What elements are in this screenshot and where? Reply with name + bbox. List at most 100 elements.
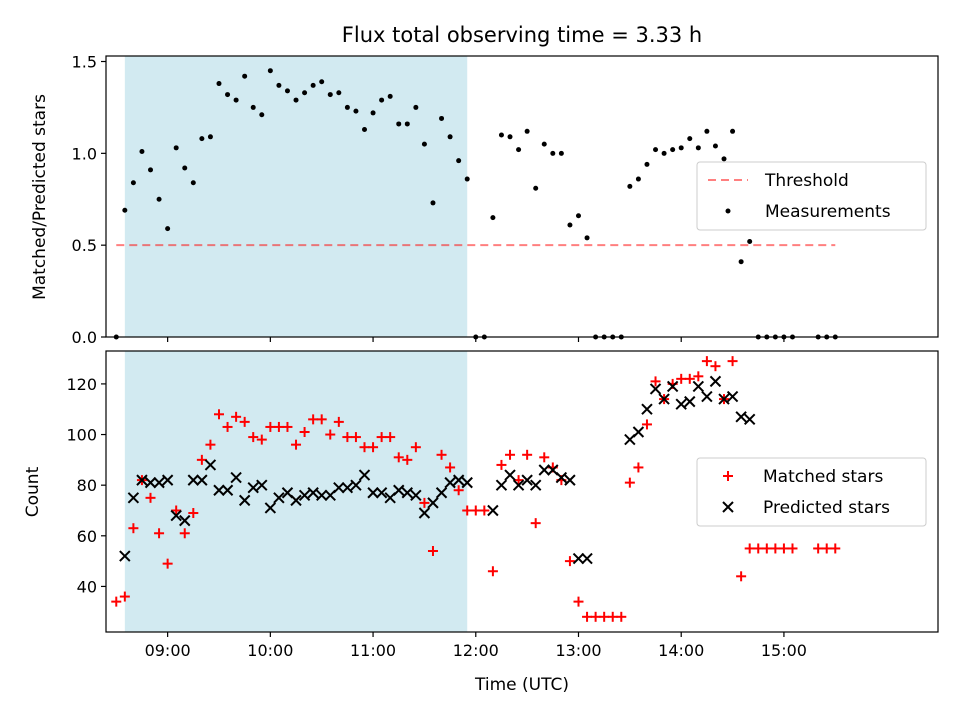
matched-star-point [821,543,832,554]
matched-star-point [308,414,319,425]
matched-star-point [342,432,353,443]
measurement-point [653,147,659,153]
legend-measurement-swatch [725,208,731,214]
matched-star-point [479,505,490,516]
predicted-star-point [273,492,285,504]
predicted-star-point [641,403,653,415]
measurement-point [353,108,359,114]
matched-star-point [111,596,122,607]
predicted-star-point [307,487,319,499]
predicted-star-point [144,476,157,489]
predicted-star-point [187,474,200,486]
measurement-point [284,88,290,94]
predicted-star-point [170,509,182,522]
predicted-star-point [213,484,225,496]
y-tick-label: 1.5 [72,53,97,72]
matched-star-point [693,371,704,382]
matched-star-point [787,543,798,554]
bottom-y-axis-label: Count [23,466,43,517]
matched-star-point [299,427,310,438]
x-tick-label: 12:00 [453,641,499,660]
matched-star-point [744,543,755,554]
matched-star-point [368,442,379,453]
matched-star-point [205,439,216,450]
measurement-point [695,145,701,151]
predicted-star-point [153,476,165,489]
x-tick-label: 09:00 [145,641,191,660]
y-tick-label: 60 [77,527,97,546]
measurement-point [721,156,727,162]
measurement-point [190,180,196,186]
matched-star-point [770,543,781,554]
matched-star-point [736,571,747,582]
legend-measurement-label: Measurements [765,202,891,222]
measurement-point [344,104,350,110]
matched-star-point [573,596,584,607]
matched-star-point [359,442,370,453]
predicted-star-point [504,469,516,481]
predicted-star-point [649,383,662,395]
predicted-star-point [666,380,679,393]
matched-star-point [522,449,533,460]
predicted-star-point [701,390,713,403]
x-tick-label: 10:00 [247,641,293,660]
measurement-point [370,110,376,116]
measurement-point [533,185,539,191]
predicted-star-point [119,550,131,562]
measurement-point [327,92,333,98]
bottom-y-axis-ticks: 40 60 80 100 120 [66,375,106,596]
predicted-star-point [555,471,568,484]
measurement-point [524,128,530,134]
measurement-point [310,82,316,88]
matched-star-point [248,432,259,443]
predicted-star-point [564,474,576,486]
measurement-point [507,134,513,140]
measurement-point [498,132,504,138]
matched-star-point [462,505,473,516]
predicted-star-point [221,484,234,496]
bottom-panel: 40 60 80 100 120 09:00 10:00 11:00 12:00 13:00 14… [23,350,939,695]
predicted-stars-points [119,375,756,565]
predicted-star-point [204,459,217,471]
chart-title: Flux total observing time = 3.33 h [342,23,702,47]
x-tick-label: 14:00 [658,641,704,660]
measurement-point [661,150,667,156]
predicted-star-point [196,474,208,486]
predicted-star-point [367,487,379,499]
matched-star-point [265,421,276,432]
matched-star-point [701,356,712,367]
matched-star-point [539,452,550,463]
measurement-point [199,136,205,142]
matched-star-point [316,414,327,425]
matched-star-point [590,611,601,622]
predicted-star-point [692,380,705,393]
predicted-star-point [333,481,345,494]
matched-star-point [128,523,139,534]
matched-star-point [599,611,610,622]
predicted-star-point [256,479,268,491]
measurement-point [165,226,171,232]
matched-star-point [505,449,516,460]
matched-star-point [778,543,789,554]
x-tick-label: 13:00 [555,641,601,660]
matched-star-point [393,452,404,463]
bottom-shaded-band [124,351,468,632]
matched-star-point [624,477,635,488]
measurement-point [439,115,445,121]
measurement-point [173,145,179,151]
measurement-point [447,134,453,140]
matched-star-point [179,528,190,539]
measurement-point [319,79,325,85]
predicted-star-point [444,476,456,489]
measurement-point [242,73,248,79]
measurement-point [456,158,462,164]
matched-star-point [427,545,438,556]
measurement-point [276,82,282,88]
measurement-point [122,207,128,213]
predicted-star-point [495,479,508,491]
x-axis-label: Time (UTC) [474,675,569,695]
measurement-point [627,183,633,189]
predicted-star-point [512,479,525,491]
predicted-star-point [743,413,756,426]
